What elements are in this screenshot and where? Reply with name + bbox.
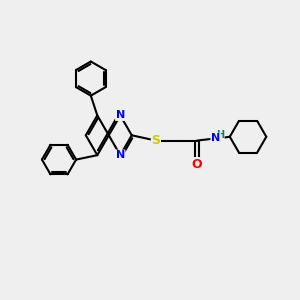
- Text: H: H: [216, 130, 224, 140]
- Text: N: N: [211, 133, 220, 143]
- Text: N: N: [116, 150, 125, 160]
- Text: N: N: [116, 110, 125, 120]
- Text: O: O: [192, 158, 203, 171]
- Text: S: S: [152, 134, 160, 147]
